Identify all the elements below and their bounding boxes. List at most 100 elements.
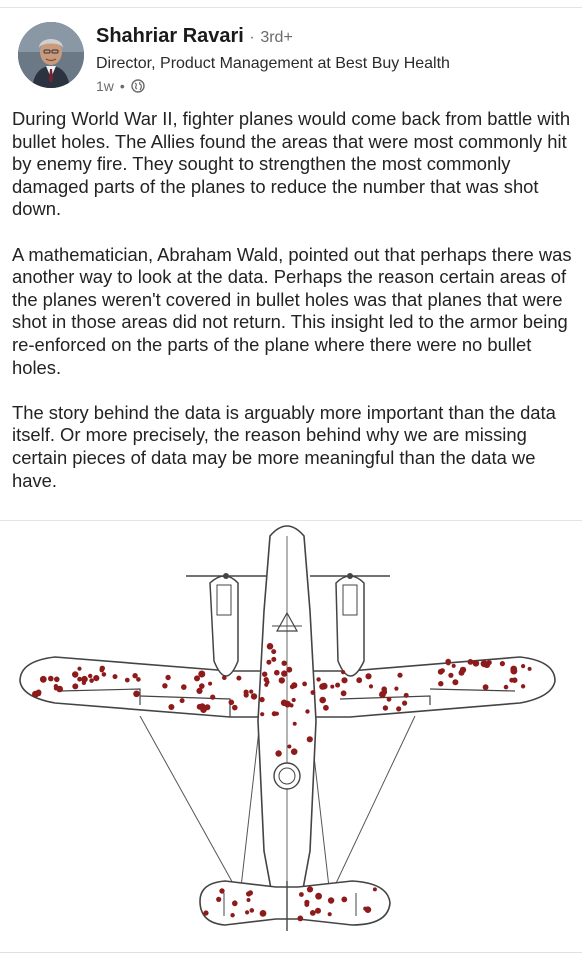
left-engine xyxy=(186,576,266,676)
bullet-hole xyxy=(397,673,402,678)
bullet-hole xyxy=(387,697,392,702)
bullet-hole xyxy=(162,683,167,688)
bullet-hole xyxy=(72,683,78,689)
name-line: Shahriar Ravari · 3rd+ xyxy=(96,24,556,50)
bullet-hole xyxy=(89,678,94,683)
bullet-hole xyxy=(197,704,203,710)
bullet-hole xyxy=(291,748,298,755)
bullet-hole xyxy=(180,698,185,703)
bullet-hole xyxy=(369,684,373,688)
bullet-hole xyxy=(341,670,345,674)
bullet-hole xyxy=(509,678,514,683)
bullet-hole xyxy=(438,669,444,675)
bullet-hole xyxy=(341,677,347,683)
bullet-hole xyxy=(483,684,489,690)
bullet-hole xyxy=(452,679,458,685)
bullet-hole xyxy=(321,683,328,690)
bullet-hole xyxy=(311,690,316,695)
bullet-hole xyxy=(232,901,238,907)
bullet-hole xyxy=(232,705,238,711)
bullet-hole xyxy=(330,685,334,689)
bullet-hole xyxy=(299,892,304,897)
bullet-hole xyxy=(287,745,291,749)
bullet-hole xyxy=(113,674,118,679)
bullet-hole xyxy=(247,898,251,902)
bullet-hole xyxy=(208,682,212,686)
bullet-hole xyxy=(229,700,235,706)
author-name[interactable]: Shahriar Ravari xyxy=(96,25,244,47)
post-paragraph: A mathematician, Abraham Wald, pointed o… xyxy=(12,244,572,380)
bullet-hole xyxy=(521,664,525,668)
bullet-hole xyxy=(248,890,253,895)
bullet-hole xyxy=(281,670,287,676)
bullet-hole xyxy=(404,693,409,698)
connection-degree: 3rd+ xyxy=(260,29,292,46)
bullet-hole xyxy=(486,660,491,665)
bullet-hole xyxy=(511,668,518,675)
bullet-hole xyxy=(181,684,187,690)
bullet-hole xyxy=(452,664,456,668)
post-meta: 1w • xyxy=(96,77,556,95)
bullet-hole xyxy=(383,705,388,710)
meta-dot: • xyxy=(120,77,125,95)
bullet-hole xyxy=(302,682,307,687)
bullet-hole xyxy=(56,686,63,693)
author-avatar[interactable] xyxy=(18,22,84,88)
bullet-hole xyxy=(291,682,297,688)
bullet-hole xyxy=(315,893,322,900)
bullet-hole xyxy=(500,661,505,666)
bullet-hole xyxy=(396,706,401,711)
bullet-hole xyxy=(319,697,326,704)
bullet-hole xyxy=(77,667,81,671)
bullet-hole xyxy=(36,691,41,696)
bullet-hole xyxy=(310,910,316,916)
bullet-hole xyxy=(365,673,371,679)
bullet-hole xyxy=(259,697,264,702)
bullet-hole xyxy=(271,657,276,662)
bullet-hole xyxy=(328,912,332,916)
bullet-hole xyxy=(165,675,170,680)
author-info: Shahriar Ravari · 3rd+ Director, Product… xyxy=(96,24,556,95)
bullet-hole xyxy=(40,676,47,683)
right-engine xyxy=(310,576,390,676)
bullet-hole xyxy=(315,908,321,914)
bullet-hole xyxy=(504,685,509,690)
bullet-hole xyxy=(267,643,274,650)
post-image[interactable] xyxy=(0,521,582,960)
bullet-hole xyxy=(307,886,313,892)
globe-icon xyxy=(131,79,145,93)
bullet-hole xyxy=(305,709,309,713)
bullet-hole xyxy=(54,677,60,683)
bullet-hole xyxy=(316,677,320,681)
bullet-hole xyxy=(282,661,287,666)
bullet-hole xyxy=(448,673,453,678)
bullet-hole xyxy=(307,736,313,742)
bullet-hole xyxy=(292,698,296,702)
bullet-hole xyxy=(245,910,249,914)
bullet-hole xyxy=(48,676,54,682)
bullet-hole xyxy=(281,700,288,707)
bullet-hole xyxy=(125,678,130,683)
bullet-hole xyxy=(394,687,398,691)
author-headline: Director, Product Management at Best Buy… xyxy=(96,53,556,75)
bullet-hole xyxy=(198,671,205,678)
bullet-hole xyxy=(81,676,88,683)
bullet-hole xyxy=(382,689,388,695)
post-paragraph: The story behind the data is arguably mo… xyxy=(12,402,572,492)
top-divider xyxy=(0,7,582,8)
bullet-hole xyxy=(521,684,525,688)
bullet-hole xyxy=(293,722,297,726)
bullet-hole xyxy=(222,675,227,680)
bullet-hole xyxy=(250,908,255,913)
bullet-hole xyxy=(460,667,466,673)
bullet-hole xyxy=(266,660,271,665)
bullet-hole xyxy=(286,667,292,673)
bullet-hole xyxy=(328,897,334,903)
bullet-hole xyxy=(262,672,267,677)
bullet-hole xyxy=(402,701,407,706)
post-body: During World War II, fighter planes woul… xyxy=(12,108,572,515)
bullet-hole xyxy=(194,675,200,681)
bullet-hole xyxy=(275,750,281,756)
bullet-hole xyxy=(272,711,277,716)
bullet-hole xyxy=(210,695,215,700)
